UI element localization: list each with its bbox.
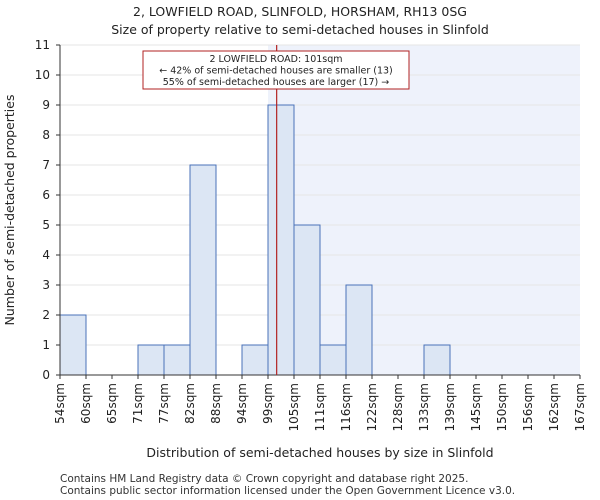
x-tick-label: 122sqm	[365, 383, 379, 431]
bar	[267, 104, 295, 376]
footer-licence: Contains public sector information licen…	[60, 485, 516, 497]
y-tick-label: 5	[42, 218, 50, 232]
y-tick-label: 7	[42, 158, 50, 172]
bar	[319, 344, 347, 376]
x-tick-label: 145sqm	[469, 383, 483, 431]
x-tick-label: 139sqm	[443, 383, 457, 431]
x-tick-label: 167sqm	[573, 383, 587, 431]
bar	[293, 224, 321, 376]
y-tick-label: 11	[35, 38, 50, 52]
bar	[423, 344, 451, 376]
x-tick-label: 133sqm	[417, 383, 431, 431]
x-axis-title: Distribution of semi-detached houses by …	[146, 445, 493, 460]
chart-title: 2, LOWFIELD ROAD, SLINFOLD, HORSHAM, RH1…	[133, 4, 467, 19]
x-tick-label: 71sqm	[131, 383, 145, 424]
x-tick-label: 60sqm	[79, 383, 93, 424]
annotation-box	[142, 50, 410, 90]
x-tick-label: 116sqm	[339, 383, 353, 431]
x-tick-label: 82sqm	[183, 383, 197, 424]
y-tick-label: 6	[42, 188, 50, 202]
y-tick-label: 0	[42, 368, 50, 382]
bar	[189, 164, 217, 376]
x-tick-label: 65sqm	[105, 383, 119, 424]
bar	[163, 344, 191, 376]
bar	[345, 284, 373, 376]
bar	[241, 344, 269, 376]
y-tick-label: 4	[42, 248, 50, 262]
x-tick-label: 88sqm	[209, 383, 223, 424]
x-tick-label: 77sqm	[157, 383, 171, 424]
y-tick-label: 3	[42, 278, 50, 292]
chart-subtitle: Size of property relative to semi-detach…	[111, 22, 489, 37]
x-tick-label: 128sqm	[391, 383, 405, 431]
annotation-line: ← 42% of semi-detached houses are smalle…	[159, 66, 393, 77]
footer-copyright: Contains HM Land Registry data © Crown c…	[60, 473, 469, 485]
y-axis-title: Number of semi-detached properties	[2, 95, 17, 326]
x-tick-label: 111sqm	[313, 383, 327, 431]
y-tick-label: 9	[42, 98, 50, 112]
y-tick-label: 2	[42, 308, 50, 322]
y-tick-label: 10	[35, 68, 50, 82]
bar	[137, 344, 165, 376]
y-tick-label: 8	[42, 128, 50, 142]
x-tick-label: 94sqm	[235, 383, 249, 424]
x-tick-label: 105sqm	[287, 383, 301, 431]
x-tick-label: 150sqm	[495, 383, 509, 431]
x-tick-label: 162sqm	[547, 383, 561, 431]
y-tick-label: 1	[42, 338, 50, 352]
x-tick-label: 99sqm	[261, 383, 275, 424]
bar	[59, 314, 87, 376]
x-tick-label: 156sqm	[521, 383, 535, 431]
annotation-line: 55% of semi-detached houses are larger (…	[163, 77, 390, 88]
x-tick-label: 54sqm	[53, 383, 67, 424]
annotation-line: 2 LOWFIELD ROAD: 101sqm	[209, 54, 342, 65]
